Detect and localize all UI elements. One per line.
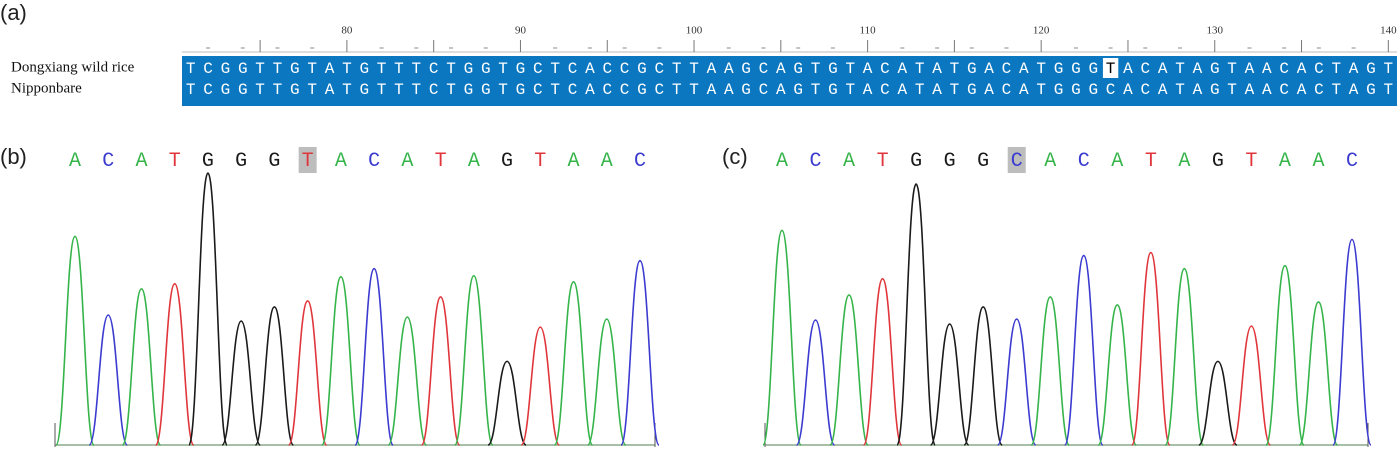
trace-peak [1298, 301, 1339, 446]
trace-peak [387, 316, 428, 446]
ruler-label: 140 [1380, 25, 1397, 37]
trace-peak [188, 172, 228, 446]
ruler-label: 80 [341, 25, 353, 37]
alignment-band [182, 56, 1397, 106]
trace-peak [829, 294, 869, 446]
trace-peak [154, 283, 195, 446]
trace-peak [1198, 360, 1238, 446]
ruler-label: 120 [1033, 25, 1050, 37]
trace-peak [929, 323, 970, 446]
trace-peak [321, 275, 361, 446]
panel-label: (b) [0, 144, 27, 169]
trace-peak [1063, 254, 1104, 446]
ruler-label: 110 [860, 25, 877, 37]
trace-peak [420, 296, 461, 446]
trace-peak [620, 259, 660, 446]
variant-highlight [1007, 147, 1026, 173]
trace-peak [221, 320, 261, 446]
trace-peak [1231, 325, 1272, 446]
panel-label: (a) [0, 0, 27, 25]
row-name: Dongxiang wild rice [11, 59, 135, 75]
row-name: Nipponbare [11, 80, 82, 96]
ruler-label: 130 [1207, 25, 1224, 37]
trace-peak [121, 288, 162, 446]
trace-peak [586, 318, 627, 446]
trace-peak [88, 314, 129, 446]
trace-peak [1030, 296, 1071, 446]
trace-peak [996, 318, 1037, 446]
trace-peak [1097, 304, 1138, 446]
trace-peak [862, 277, 903, 446]
trace-peak [762, 229, 802, 446]
trace-peak [1131, 251, 1171, 446]
trace-peak [55, 235, 95, 446]
trace-peak [354, 267, 394, 446]
trace-peak [1265, 264, 1305, 446]
trace-peak [254, 306, 295, 446]
trace-peak [1332, 238, 1372, 446]
trace-peak [553, 280, 594, 446]
ruler-label: 90 [515, 25, 527, 37]
trace-peak [287, 300, 328, 446]
variant-highlight [298, 147, 317, 173]
trace-peak [795, 319, 836, 446]
trace-peak [454, 274, 494, 446]
trace-peak [487, 360, 527, 446]
trace-peak [1164, 267, 1205, 446]
panel-label: (c) [722, 144, 748, 169]
variant-highlight [1102, 58, 1119, 78]
trace-peak [520, 326, 561, 446]
ruler-label: 100 [686, 25, 703, 37]
trace-peak [896, 183, 936, 446]
trace-peak [963, 306, 1003, 446]
